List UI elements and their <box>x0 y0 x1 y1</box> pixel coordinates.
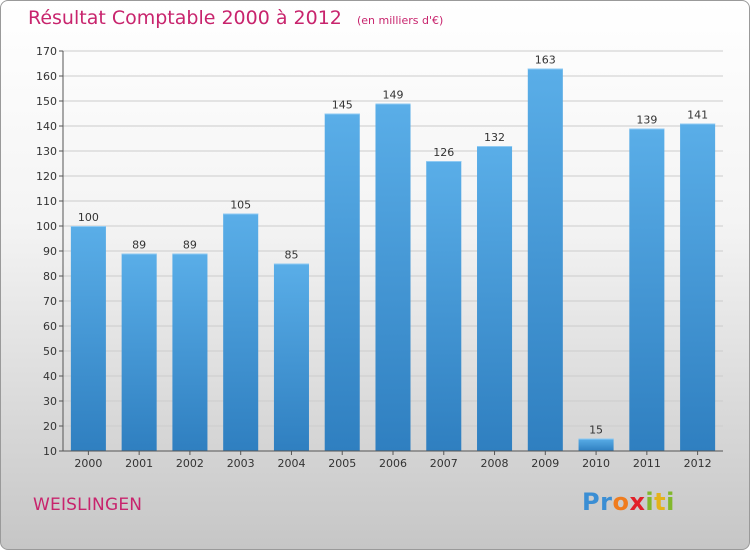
chart-title: Résultat Comptable 2000 à 2012 <box>28 7 342 29</box>
y-tick-label: 150 <box>36 95 57 108</box>
bar <box>375 103 411 451</box>
bar <box>172 253 208 451</box>
x-tick-label: 2007 <box>430 457 458 470</box>
x-tick-label: 2004 <box>277 457 305 470</box>
bar-value-label: 132 <box>484 131 505 144</box>
bar <box>527 68 563 451</box>
commune-name: WEISLINGEN <box>33 495 143 515</box>
logo-letter: i <box>645 488 655 516</box>
bar-value-label: 163 <box>535 54 556 67</box>
bar <box>578 438 614 451</box>
x-tick-label: 2003 <box>227 457 255 470</box>
bar-value-label: 105 <box>230 199 251 212</box>
y-tick-label: 110 <box>36 195 57 208</box>
x-tick-label: 2005 <box>328 457 356 470</box>
proxiti-logo: Proxiti <box>582 488 675 516</box>
y-tick-label: 70 <box>43 295 57 308</box>
y-tick-label: 90 <box>43 245 57 258</box>
y-tick-label: 140 <box>36 120 57 133</box>
y-tick-label: 60 <box>43 320 57 333</box>
logo-letter: x <box>629 488 646 516</box>
bar-value-label: 100 <box>78 211 99 224</box>
x-tick-label: 2006 <box>379 457 407 470</box>
y-tick-label: 120 <box>36 170 57 183</box>
bar-value-label: 145 <box>332 99 353 112</box>
chart-subtitle: (en milliers d'€) <box>356 14 444 27</box>
bar <box>273 263 309 451</box>
x-tick-label: 2010 <box>582 457 610 470</box>
bar-value-label: 89 <box>183 239 197 252</box>
y-tick-label: 40 <box>43 370 57 383</box>
bar <box>324 113 360 451</box>
y-tick-label: 30 <box>43 395 57 408</box>
title-block: Résultat Comptable 2000 à 2012 (en milli… <box>28 7 443 29</box>
bar-value-label: 85 <box>284 249 298 262</box>
bar <box>680 123 716 451</box>
logo-letter: o <box>612 488 630 516</box>
bar <box>121 253 157 451</box>
bar <box>70 226 106 451</box>
bar <box>426 161 462 451</box>
x-tick-label: 2011 <box>633 457 661 470</box>
x-tick-label: 2000 <box>74 457 102 470</box>
y-tick-label: 10 <box>43 445 57 458</box>
y-tick-label: 20 <box>43 420 57 433</box>
x-tick-label: 2002 <box>176 457 204 470</box>
y-tick-label: 160 <box>36 70 57 83</box>
labels: 10 20 30 40 50 60 70 80 90 100 110 120 130 140 150 160 1… <box>36 45 712 470</box>
bar-value-label: 139 <box>636 114 657 127</box>
logo-letter: i <box>666 488 675 516</box>
x-tick-label: 2001 <box>125 457 153 470</box>
x-tick-label: 2012 <box>684 457 712 470</box>
bar-value-label: 149 <box>383 89 404 102</box>
logo-letter: r <box>600 488 613 516</box>
bar-value-label: 141 <box>687 109 708 122</box>
x-tick-label: 2008 <box>481 457 509 470</box>
x-tick-label: 2009 <box>531 457 559 470</box>
bar-value-label: 89 <box>132 239 146 252</box>
y-tick-label: 80 <box>43 270 57 283</box>
bar <box>477 146 513 451</box>
y-tick-label: 50 <box>43 345 57 358</box>
y-tick-label: 130 <box>36 145 57 158</box>
y-tick-label: 170 <box>36 45 57 58</box>
bar-value-label: 15 <box>589 424 603 437</box>
axes <box>59 50 723 455</box>
logo-letter: P <box>582 488 601 516</box>
bar <box>629 128 665 451</box>
bars <box>70 68 716 451</box>
logo-letter: t <box>654 488 667 516</box>
y-tick-label: 100 <box>36 220 57 233</box>
bar-value-label: 126 <box>433 146 454 159</box>
bar <box>223 213 259 451</box>
